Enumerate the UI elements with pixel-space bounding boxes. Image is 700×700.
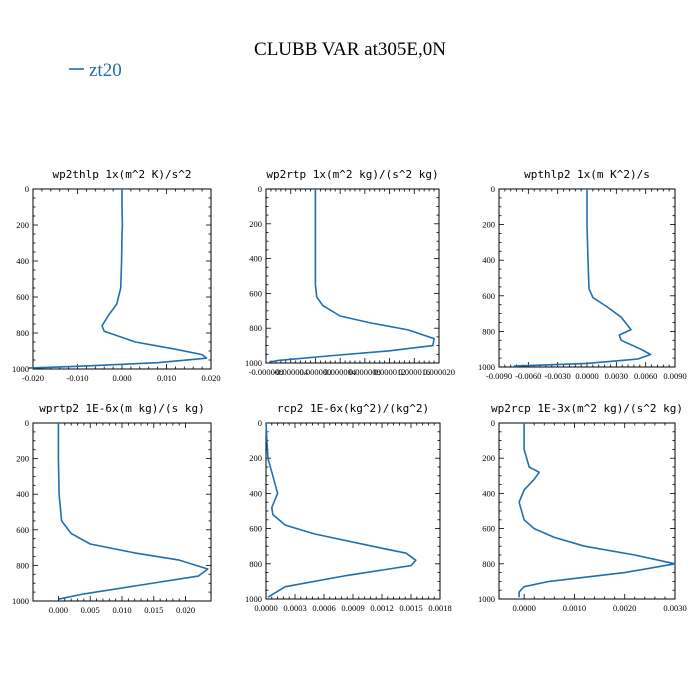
legend: zt20 <box>69 60 122 81</box>
x-tick-label: 0.0060 <box>634 371 657 381</box>
chart-panel: rcp2 1E-6x(kg^2)/(kg^2) 0.0000 0.0003 0.000… <box>245 402 452 613</box>
x-tick-label: 0.0030 <box>605 371 628 381</box>
y-tick-label: 200 <box>249 219 262 229</box>
x-tick-label: -0.0030 <box>545 371 571 381</box>
y-tick-label: 1000 <box>12 596 29 606</box>
series-line <box>265 422 417 598</box>
x-tick-label: 0.000020 <box>423 367 455 377</box>
y-tick-label: 400 <box>482 488 495 498</box>
plot-frame <box>32 422 212 602</box>
x-tick-label: 0.000 <box>49 605 68 615</box>
y-tick-label: 1000 <box>478 594 495 604</box>
panel-title: rcp2 1E-6x(kg^2)/(kg^2) <box>277 402 429 415</box>
x-tick-label: 0.020 <box>176 605 195 615</box>
plot-frame <box>498 422 676 600</box>
x-tick-label: 0.0090 <box>663 371 686 381</box>
x-tick-label: 0.000 <box>112 373 131 383</box>
series-line <box>268 189 435 363</box>
y-tick-label: 800 <box>16 328 29 338</box>
x-tick-label: 0.005 <box>81 605 100 615</box>
y-tick-label: 0 <box>491 418 495 428</box>
x-tick-label: 0.0018 <box>428 603 451 613</box>
x-tick-label: 0.0000 <box>575 371 598 381</box>
panel-title: wp2thlp 1x(m^2 K)/s^2 <box>52 168 191 181</box>
chart-panel: wpthlp2 1x(m K^2)/s -0.0090 -0.0060 -0.0030… <box>478 168 687 381</box>
y-tick-label: 1000 <box>245 594 262 604</box>
y-tick-label: 400 <box>16 256 29 266</box>
x-tick-label: -0.000004 <box>273 367 308 377</box>
x-tick-label: -0.0090 <box>486 371 512 381</box>
y-tick-label: 800 <box>16 560 29 570</box>
chart-panel: wp2rcp 1E-3x(m^2 kg)/(s^2 kg) 0.0000 0.001… <box>478 402 687 613</box>
y-tick-label: 800 <box>249 559 262 569</box>
y-tick-label: 600 <box>482 291 495 301</box>
y-tick-label: 800 <box>249 323 262 333</box>
x-tick-label: 0.010 <box>112 605 131 615</box>
x-tick-label: 0.0030 <box>663 603 686 613</box>
y-tick-label: 0 <box>25 418 29 428</box>
y-tick-label: 200 <box>482 220 495 230</box>
y-tick-label: 600 <box>482 524 495 534</box>
chart-panel: wp2thlp 1x(m^2 K)/s^2 -0.020 -0.010 0.000 0.… <box>12 168 221 383</box>
panel-title: wp2rcp 1E-3x(m^2 kg)/(s^2 kg) <box>491 402 683 415</box>
x-tick-label: -0.000008 <box>249 367 284 377</box>
x-tick-label: -0.010 <box>67 373 89 383</box>
y-tick-label: 800 <box>482 326 495 336</box>
series-line <box>28 189 208 369</box>
x-tick-label: 0.000008 <box>349 367 381 377</box>
x-tick-label: 0.0010 <box>563 603 586 613</box>
x-tick-label: 0.0015 <box>399 603 422 613</box>
y-tick-label: 600 <box>16 525 29 535</box>
x-tick-label: -0.020 <box>22 373 44 383</box>
x-tick-label: 0.0012 <box>370 603 393 613</box>
x-tick-label: 0.015 <box>144 605 163 615</box>
y-tick-label: 400 <box>482 255 495 265</box>
y-tick-label: 0 <box>491 184 495 194</box>
x-tick-label: 0.000004 <box>324 367 357 377</box>
legend-label: zt20 <box>89 60 122 81</box>
plot-frame <box>265 188 440 364</box>
y-tick-label: 400 <box>249 488 262 498</box>
y-tick-label: 1000 <box>12 364 29 374</box>
panel-title: wprtp2 1E-6x(m kg)/(s kg) <box>39 402 205 415</box>
x-tick-label: -0.0060 <box>515 371 541 381</box>
y-tick-label: 400 <box>16 489 29 499</box>
x-tick-label: 0.0000 <box>512 603 535 613</box>
chart-panel: wprtp2 1E-6x(m kg)/(s kg) 0.000 0.005 0.010… <box>12 402 212 615</box>
x-tick-label: 0.0003 <box>283 603 306 613</box>
y-tick-label: 1000 <box>245 358 262 368</box>
y-tick-label: 800 <box>482 559 495 569</box>
x-tick-label: 0.0009 <box>341 603 364 613</box>
y-tick-label: 0 <box>258 418 262 428</box>
y-tick-label: 200 <box>249 453 262 463</box>
x-tick-label: 0.0006 <box>312 603 335 613</box>
y-tick-label: 600 <box>249 524 262 534</box>
figure-title: CLUBB VAR at305E,0N <box>254 39 446 60</box>
y-tick-label: 0 <box>258 184 262 194</box>
y-tick-label: 600 <box>16 292 29 302</box>
panel-grid: wp2thlp 1x(m^2 K)/s^2 -0.020 -0.010 0.000 0.… <box>12 168 687 615</box>
chart-panel: wp2rtp 1x(m^2 kg)/(s^2 kg) -0.000008-0.00… <box>245 168 455 377</box>
plot-frame <box>265 422 441 600</box>
y-tick-label: 200 <box>16 220 29 230</box>
y-tick-label: 1000 <box>478 362 495 372</box>
series-line <box>57 423 209 600</box>
y-tick-label: 600 <box>249 288 262 298</box>
x-tick-label: 0.0000 <box>254 603 277 613</box>
x-tick-label: 0.0020 <box>613 603 636 613</box>
x-tick-label: 0.000000 <box>299 367 331 377</box>
x-tick-label: 0.020 <box>201 373 220 383</box>
series-line <box>518 423 676 598</box>
x-tick-label: 0.000012 <box>374 367 406 377</box>
panel-title: wp2rtp 1x(m^2 kg)/(s^2 kg) <box>266 168 438 181</box>
y-tick-label: 400 <box>249 254 262 264</box>
y-tick-label: 0 <box>25 184 29 194</box>
y-tick-label: 200 <box>482 453 495 463</box>
x-tick-label: 0.000016 <box>398 367 430 377</box>
y-tick-label: 200 <box>16 454 29 464</box>
panel-title: wpthlp2 1x(m K^2)/s <box>524 168 650 181</box>
x-tick-label: 0.010 <box>157 373 176 383</box>
series-line <box>513 189 652 367</box>
